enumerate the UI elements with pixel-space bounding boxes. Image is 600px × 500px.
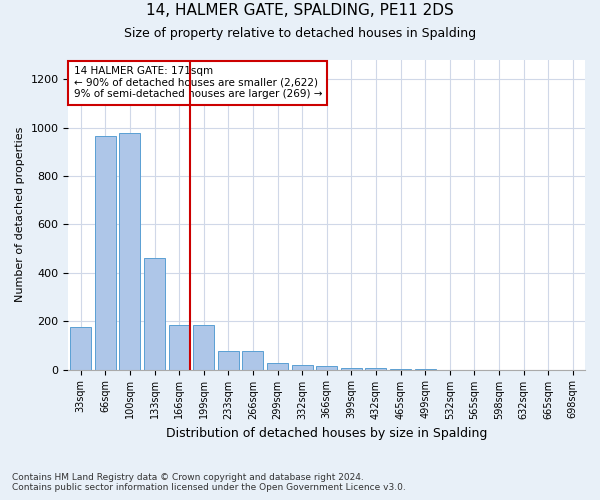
Bar bbox=[341, 368, 362, 370]
Y-axis label: Number of detached properties: Number of detached properties bbox=[15, 127, 25, 302]
Text: Size of property relative to detached houses in Spalding: Size of property relative to detached ho… bbox=[124, 28, 476, 40]
Bar bbox=[95, 136, 116, 370]
Bar bbox=[70, 327, 91, 370]
Text: 14, HALMER GATE, SPALDING, PE11 2DS: 14, HALMER GATE, SPALDING, PE11 2DS bbox=[146, 3, 454, 18]
Bar bbox=[267, 364, 288, 370]
Bar bbox=[144, 258, 165, 370]
Bar bbox=[415, 369, 436, 370]
Bar bbox=[193, 325, 214, 370]
Bar bbox=[390, 368, 411, 370]
Bar bbox=[242, 350, 263, 370]
Text: 14 HALMER GATE: 171sqm
← 90% of detached houses are smaller (2,622)
9% of semi-d: 14 HALMER GATE: 171sqm ← 90% of detached… bbox=[74, 66, 322, 100]
Bar bbox=[169, 325, 190, 370]
Text: Contains HM Land Registry data © Crown copyright and database right 2024.
Contai: Contains HM Land Registry data © Crown c… bbox=[12, 472, 406, 492]
Bar bbox=[292, 364, 313, 370]
Bar bbox=[365, 368, 386, 370]
Bar bbox=[218, 350, 239, 370]
X-axis label: Distribution of detached houses by size in Spalding: Distribution of detached houses by size … bbox=[166, 427, 487, 440]
Bar bbox=[119, 132, 140, 370]
Bar bbox=[316, 366, 337, 370]
